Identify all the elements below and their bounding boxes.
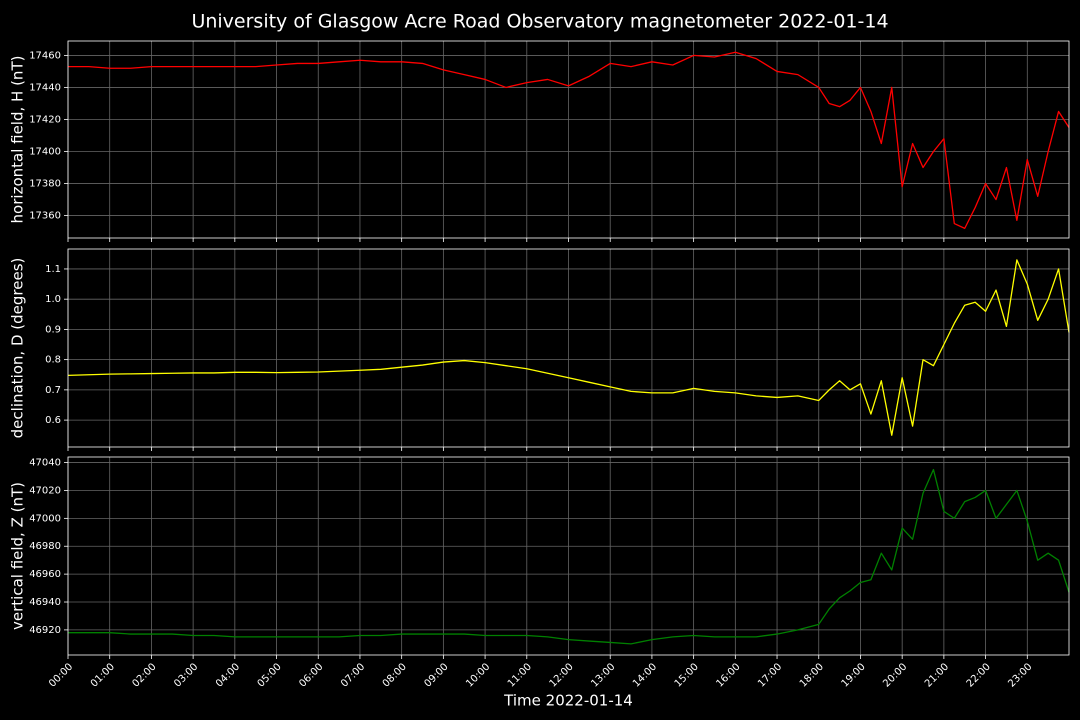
y-tick-label: 46980: [29, 541, 61, 552]
y-tick-label: 0.8: [45, 355, 61, 366]
chart-title: University of Glasgow Acre Road Observat…: [191, 11, 888, 33]
y-tick-label: 17400: [29, 147, 61, 158]
data-line: [68, 51, 1070, 230]
y-axis-label: declination, D (degrees): [9, 258, 27, 439]
y-tick-label: 1.0: [45, 294, 61, 305]
y-tick-label: 1.1: [45, 264, 61, 275]
x-axis-label: Time 2022-01-14: [503, 692, 633, 710]
y-tick-label: 17460: [29, 50, 61, 61]
y-tick-label: 46920: [29, 625, 61, 636]
plot-frame: [67, 456, 1070, 656]
y-tick-label: 17360: [29, 211, 61, 222]
y-tick-label: 47040: [29, 458, 61, 469]
y-tick-label: 17380: [29, 179, 61, 190]
y-tick-label: 47000: [29, 513, 61, 524]
y-tick-label: 17440: [29, 82, 61, 93]
y-tick-label: 46960: [29, 569, 61, 580]
y-tick-label: 0.6: [45, 415, 61, 426]
y-tick-label: 47020: [29, 485, 61, 496]
y-tick-label: 0.7: [45, 385, 61, 396]
y-tick-label: 0.9: [45, 324, 61, 335]
plot-frame: [67, 248, 1070, 448]
y-tick-label: 17420: [29, 114, 61, 125]
data-line: [68, 468, 1070, 645]
y-tick-label: 46940: [29, 597, 61, 608]
y-axis-label: vertical field, Z (nT): [9, 482, 27, 630]
data-line: [67, 259, 1070, 436]
y-axis-label: horizontal field, H (nT): [9, 56, 27, 224]
plot-frame: [67, 40, 1070, 239]
